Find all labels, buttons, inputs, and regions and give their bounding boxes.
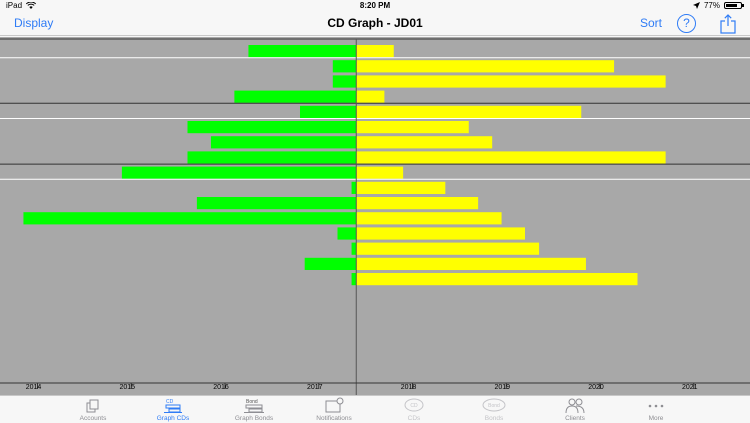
tab-graph-bonds[interactable]: Bond Graph Bonds [214,396,294,423]
x-tick-label-5: 2019 [494,384,510,391]
bonds-icon: Bond [482,398,506,412]
more-icon [648,404,664,408]
status-time: 8:20 PM [359,1,391,10]
battery-icon [724,2,744,9]
bar-right-13 [356,242,540,255]
bar-left-8 [121,166,357,179]
bar-left-4 [300,105,357,118]
bar-right-14 [356,257,586,270]
bar-left-5 [187,121,357,134]
graph-bonds-icon: Bond [244,399,264,413]
location-arrow-icon [692,2,700,9]
bar-right-11 [356,212,502,225]
display-button[interactable]: Display [14,16,54,30]
graph-cds-icon: CD [164,399,182,413]
bar-left-6 [210,136,357,149]
tab-label: Clients [565,415,585,422]
status-right: 77% [692,1,744,10]
tab-graph-cds[interactable]: CD Graph CDs [133,396,213,423]
tab-cds[interactable]: CD CDs [374,396,454,423]
bar-right-4 [356,105,582,118]
cds-icon-text: CD [410,403,418,409]
accounts-icon [86,399,99,413]
bar-right-9 [356,181,446,194]
tab-label: Notifications [316,415,352,422]
bar-right-0 [356,45,394,58]
x-tick-label-4: 2018 [401,384,417,391]
tab-accounts[interactable]: Accounts [53,396,133,423]
x-tick-label-7: 2021 [682,384,698,391]
clients-icon [565,398,585,413]
tab-bar: Accounts CD Graph CDs Bond Graph Bonds Notifi… [0,395,750,422]
cds-icon: CD [404,398,424,412]
tab-label: More [648,415,664,422]
battery-percent: 77% [703,1,720,10]
bar-right-2 [356,75,666,88]
x-tick-label-0: 2014 [26,384,42,391]
x-tick-label-2: 2016 [213,384,229,391]
sort-button[interactable]: Sort [640,16,663,30]
bar-left-1 [332,60,357,73]
bar-right-1 [356,60,615,73]
navigation-bar: Display CD Graph - JD01 Sort ? [0,12,750,36]
tab-bonds[interactable]: Bond Bonds [454,396,534,423]
notifications-icon [325,397,344,413]
bar-right-6 [356,136,493,149]
tab-label: Bonds [484,415,504,422]
bar-left-7 [187,151,357,164]
bar-left-2 [332,75,357,88]
tab-label: Graph Bonds [234,415,274,422]
x-tick-label-6: 2020 [588,384,604,391]
bar-left-3 [234,90,357,103]
bar-left-12 [337,227,357,240]
x-tick-label-3: 2017 [307,384,323,391]
bar-right-7 [356,151,666,164]
tab-label: Graph CDs [156,415,190,422]
bar-right-12 [356,227,525,240]
bar-right-5 [356,121,469,134]
bar-left-10 [196,197,357,210]
bonds-icon-text: Bond [488,403,500,409]
share-icon[interactable] [720,14,736,34]
help-button[interactable]: ? [677,14,696,33]
graph-bonds-icon-text: Bond [246,399,258,405]
status-left: iPad [6,1,37,10]
bar-right-10 [356,197,479,210]
graph-cds-icon-text: CD [166,399,174,405]
help-icon: ? [683,16,690,30]
bar-left-9 [351,181,357,194]
cd-graph-chart: 2014 2015 2016 2017 2018 2019 2020 2021 [0,37,750,395]
bar-left-11 [23,212,357,225]
bar-left-14 [304,257,357,270]
tab-label: Accounts [79,415,107,422]
bar-right-15 [356,273,638,286]
bar-left-13 [351,242,357,255]
page-title: CD Graph - JD01 [327,16,423,30]
tab-clients[interactable]: Clients [535,396,615,423]
bar-right-8 [356,166,404,179]
tab-notifications[interactable]: Notifications [294,396,374,423]
tab-more[interactable]: More [616,396,696,423]
bar-left-15 [351,273,357,286]
x-tick-label-1: 2015 [119,384,135,391]
device-name: iPad [6,1,23,10]
status-bar: iPad 8:20 PM 77% [0,0,750,12]
bar-left-0 [248,45,357,58]
tab-label: CDs [407,415,421,422]
bar-right-3 [356,90,385,103]
cd-graph-svg: 2014 2015 2016 2017 2018 2019 2020 2021 [0,38,750,395]
wifi-icon [26,2,37,9]
